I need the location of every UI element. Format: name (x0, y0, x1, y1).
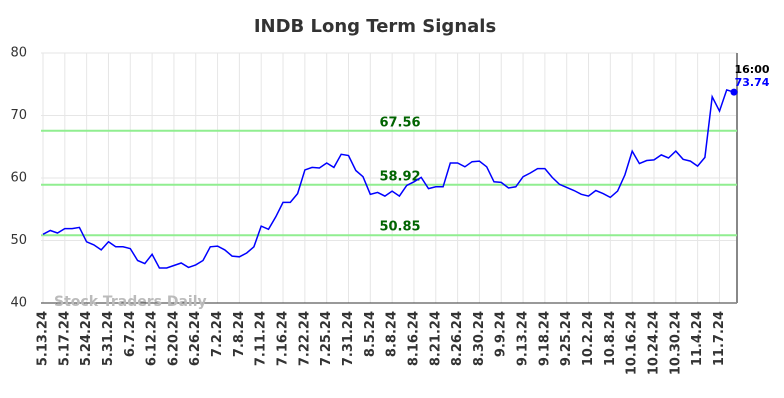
last-time: 16:00 (734, 63, 769, 76)
y-tick-label: 50 (10, 233, 27, 248)
x-tick-label: 9.18.24 (537, 311, 552, 366)
x-tick-label: 10.8.24 (603, 311, 618, 366)
x-tick-label: 5.13.24 (36, 311, 51, 366)
x-tick-label: 7.22.24 (297, 311, 312, 366)
x-tick-label: 7.16.24 (276, 311, 291, 366)
x-tick-label: 9.13.24 (516, 311, 531, 366)
x-tick-label: 10.16.24 (625, 311, 640, 375)
x-tick-label: 6.12.24 (145, 311, 160, 366)
y-tick-label: 60 (10, 171, 27, 186)
price-line (42, 88, 735, 269)
x-tick-label: 5.31.24 (101, 311, 116, 366)
x-tick-label: 7.25.24 (319, 311, 334, 366)
x-tick-label: 8.16.24 (406, 311, 421, 366)
x-tick-label: 10.24.24 (646, 311, 661, 375)
x-tick-label: 7.8.24 (232, 311, 247, 357)
x-tick-label: 11.7.24 (712, 311, 727, 366)
x-tick-label: 9.25.24 (559, 311, 574, 366)
last-value: 73.74 (735, 76, 770, 89)
x-tick-label: 9.9.24 (494, 311, 509, 357)
chart-title: INDB Long Term Signals (254, 16, 496, 37)
x-tick-label: 11.4.24 (690, 311, 705, 366)
x-tick-label: 5.17.24 (57, 311, 72, 366)
y-tick-label: 40 (10, 296, 27, 311)
x-tick-label: 8.30.24 (472, 311, 487, 366)
x-tick-label: 8.21.24 (428, 311, 443, 366)
last-point (730, 88, 738, 96)
x-tick-label: 6.7.24 (123, 311, 138, 357)
signal-label: 58.92 (379, 169, 420, 184)
x-tick-label: 7.2.24 (210, 311, 225, 357)
x-tick-label: 10.30.24 (668, 311, 683, 375)
x-tick-label: 6.26.24 (188, 311, 203, 366)
x-tick-label: 8.5.24 (363, 311, 378, 357)
x-tick-label: 8.8.24 (385, 311, 400, 357)
x-tick-label: 5.24.24 (79, 311, 94, 366)
x-tick-label: 7.31.24 (341, 311, 356, 366)
x-tick-label: 10.2.24 (581, 311, 596, 366)
y-tick-label: 70 (10, 108, 27, 123)
signal-label: 50.85 (379, 220, 420, 235)
x-tick-label: 6.20.24 (166, 311, 181, 366)
watermark: Stock Traders Daily (54, 294, 207, 310)
x-tick-label: 8.26.24 (450, 311, 465, 366)
x-tick-label: 7.11.24 (254, 311, 269, 366)
y-tick-label: 80 (10, 46, 27, 61)
signal-label: 67.56 (379, 115, 420, 130)
